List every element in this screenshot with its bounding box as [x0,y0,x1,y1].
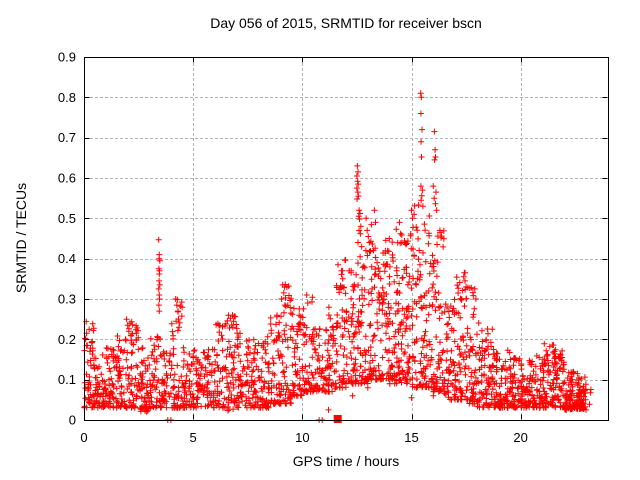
y-tick-label: 0.2 [58,332,76,347]
y-tick-labels: 0 0.1 0.2 0.3 0.4 0.5 0.6 0.7 0.8 0.9 [58,50,76,428]
x-tick-label: 10 [295,430,309,445]
y-tick-label: 0.4 [58,251,76,266]
axis-ticks [84,57,608,421]
x-tick-label: 5 [190,430,197,445]
square-marker [333,415,342,423]
x-tick-labels: 0 5 10 15 20 [80,430,528,445]
x-tick-label: 20 [513,430,527,445]
x-tick-label: 15 [404,430,418,445]
y-tick-label: 0.1 [58,372,76,387]
y-tick-label: 0.7 [58,130,76,145]
y-tick-label: 0.9 [58,50,76,65]
y-tick-label: 0.6 [58,171,76,186]
y-axis-label: SRMTID / TECUs [13,182,29,294]
data-points [81,90,594,423]
x-tick-label: 0 [80,430,87,445]
plot-border [84,57,609,421]
y-tick-label: 0.3 [58,292,76,307]
y-tick-label: 0.5 [58,211,76,226]
y-tick-label: 0.8 [58,90,76,105]
x-axis-label: GPS time / hours [292,453,400,469]
chart-title: Day 056 of 2015, SRMTID for receiver bsc… [210,15,482,31]
y-tick-label: 0 [69,413,76,428]
